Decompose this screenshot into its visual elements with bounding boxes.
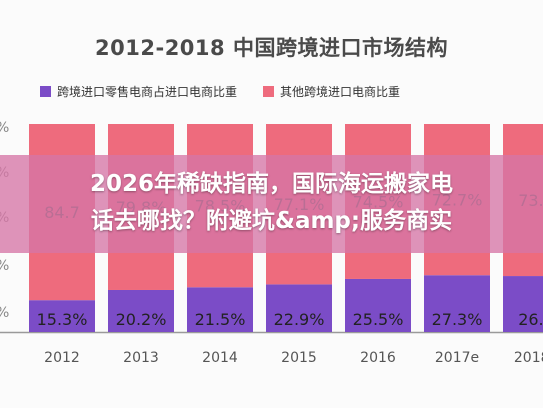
data-label-import-share-2013: 20.2% <box>116 310 167 329</box>
data-label-import-share-2016: 25.5% <box>353 310 404 329</box>
data-label-import-share-2015: 22.9% <box>274 310 325 329</box>
chart-title: 2012-2018 中国跨境进口市场结构 <box>95 36 448 60</box>
legend-swatch-other <box>263 85 275 97</box>
promo-overlay-text[interactable]: 2026年稀缺指南，国际海运搬家电 话去哪找？附避坑&amp;服务商实 <box>0 166 543 240</box>
x-tick-2017e: 2017e <box>435 350 479 366</box>
y-tick-4: % <box>0 305 9 321</box>
legend-item-import-share: 跨境进口零售电商占进口电商比重 <box>40 83 237 100</box>
bar-import-share-2012 <box>29 300 95 332</box>
promo-line-1: 2026年稀缺指南，国际海运搬家电 <box>89 171 453 197</box>
data-label-import-share-2012: 15.3% <box>37 310 88 329</box>
bar-import-share-2018e <box>503 276 543 332</box>
x-tick-2015: 2015 <box>281 350 317 366</box>
x-tick-2016: 2016 <box>360 350 396 366</box>
legend-label-other: 其他跨境进口电商比重 <box>280 84 401 99</box>
y-tick-3: % <box>0 258 9 274</box>
x-tick-2013: 2013 <box>123 350 159 366</box>
legend-swatch-import-share <box>40 85 51 97</box>
x-tick-2012: 2012 <box>44 350 80 366</box>
y-tick-0: % <box>0 120 9 136</box>
legend-label-import-share: 跨境进口零售电商占进口电商比重 <box>57 84 238 99</box>
promo-line-2: 话去哪找？附避坑&amp;服务商实 <box>90 208 453 234</box>
bar-import-share-2015 <box>266 284 332 332</box>
promo-overlay-band <box>0 155 543 253</box>
bar-import-share-2014 <box>187 287 253 332</box>
chart-legend: 跨境进口零售电商占进口电商比重 其他跨境进口电商比重 <box>40 82 426 100</box>
x-tick-2018e: 2018e <box>514 350 543 366</box>
bar-import-share-2013 <box>108 289 174 332</box>
data-label-import-share-2018e: 26.9 <box>518 310 543 329</box>
data-label-import-share-2014: 21.5% <box>195 310 246 329</box>
bar-import-share-2016 <box>345 278 411 332</box>
legend-item-other: 其他跨境进口电商比重 <box>263 83 400 100</box>
data-label-import-share-2017e: 27.3% <box>432 310 483 329</box>
x-tick-2014: 2014 <box>202 350 238 366</box>
bar-import-share-2017e <box>424 275 490 332</box>
